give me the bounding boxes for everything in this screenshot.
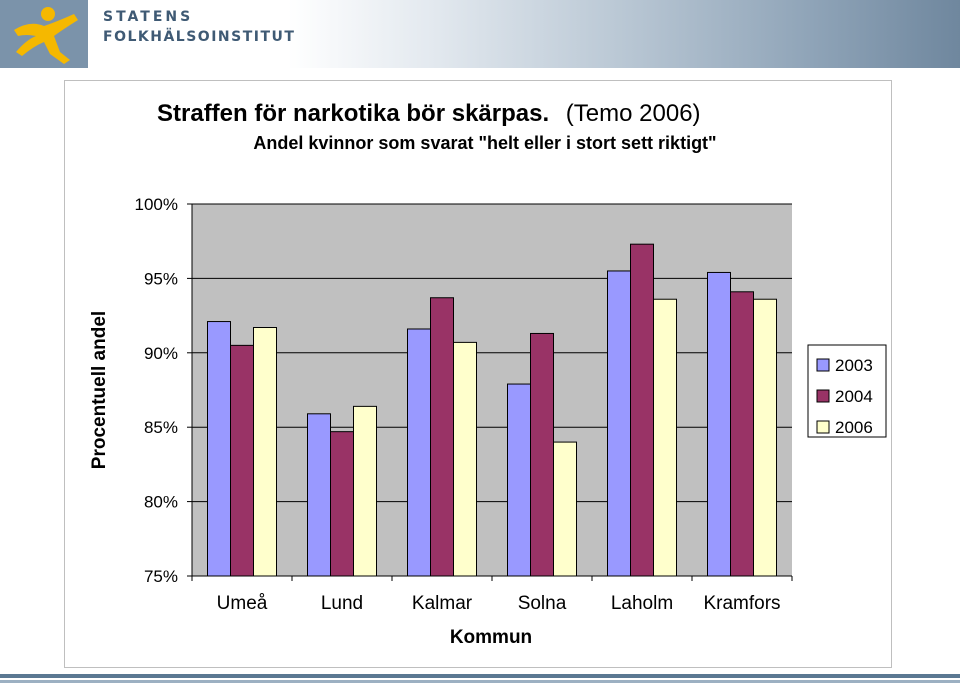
bar-2006-3	[553, 441, 577, 577]
running-figure-icon	[14, 7, 78, 64]
legend-swatch-2003	[816, 358, 830, 372]
bar-2004-4	[630, 243, 654, 577]
bar-2004-3	[530, 332, 554, 577]
y-tick-labels: 75% 80% 85% 90% 95% 100%	[135, 195, 178, 586]
x-tick-label: Umeå	[217, 593, 268, 614]
legend-label-2004: 2004	[835, 387, 873, 406]
legend-swatch-2004	[816, 389, 830, 403]
x-tick-label: Laholm	[611, 593, 673, 614]
y-axis-label: Procentuell andel	[89, 311, 110, 469]
bar-2004-5	[730, 291, 754, 577]
bar-2004-0	[230, 344, 254, 577]
bar-2003-1	[307, 413, 331, 577]
axes	[187, 203, 793, 581]
y-tick-label: 95%	[144, 269, 178, 288]
chart-subtitle: Andel kvinnor som svarat "helt eller i s…	[253, 133, 716, 153]
bar-2006-4	[653, 298, 677, 577]
footer-bar-light	[0, 680, 960, 683]
x-tick-label: Kramfors	[703, 593, 780, 614]
chart-frame: Straffen för narkotika bör skärpas. (Tem…	[64, 80, 892, 668]
x-tick-label: Solna	[518, 593, 567, 614]
org-name-line1: STATENS	[103, 9, 194, 25]
x-tick-label: Lund	[321, 593, 363, 614]
bar-2006-0	[253, 327, 277, 577]
footer-bar	[0, 674, 960, 678]
x-axis-label: Kommun	[450, 627, 532, 648]
bar-2006-2	[453, 341, 477, 577]
y-tick-label: 100%	[135, 195, 178, 214]
y-tick-label: 80%	[144, 493, 178, 512]
chart-title: Straffen för narkotika bör skärpas. (Tem…	[157, 100, 701, 127]
bar-2003-5	[707, 271, 731, 577]
org-name-line2: FOLKHÄLSOINSTITUT	[103, 29, 296, 45]
bar-chart: Straffen för narkotika bör skärpas. (Tem…	[89, 100, 887, 648]
grid-lines	[192, 203, 792, 577]
bar-2006-5	[753, 298, 777, 577]
legend-swatch-2006	[816, 420, 830, 434]
header-banner: STATENS FOLKHÄLSOINSTITUT	[0, 0, 960, 68]
x-tick-label: Kalmar	[412, 593, 473, 614]
logo	[0, 0, 88, 68]
y-tick-label: 85%	[144, 418, 178, 437]
bar-2003-4	[607, 270, 631, 577]
bar-2006-1	[353, 405, 377, 577]
legend: 2003 2004 2006	[807, 344, 887, 438]
y-tick-label: 90%	[144, 344, 178, 363]
bar-2004-2	[430, 297, 454, 577]
x-tick-labels: Umeå Lund Kalmar Solna Laholm Kramfors	[217, 593, 781, 614]
bars	[207, 243, 777, 577]
bar-2003-3	[507, 383, 531, 577]
bar-2003-0	[207, 321, 231, 577]
legend-label-2003: 2003	[835, 356, 873, 375]
y-tick-label: 75%	[144, 567, 178, 586]
legend-label-2006: 2006	[835, 418, 873, 437]
bar-2004-1	[330, 431, 354, 577]
bar-2003-2	[407, 328, 431, 577]
